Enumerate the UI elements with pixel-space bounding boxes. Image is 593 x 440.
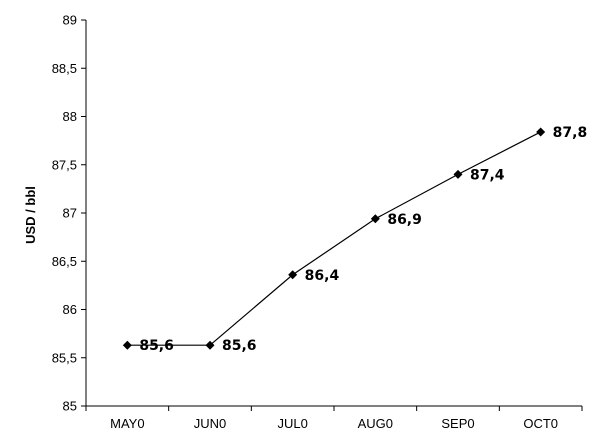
data-label: 85,6 bbox=[139, 338, 174, 354]
x-tick-label: JUL0 bbox=[277, 416, 307, 431]
data-label: 85,6 bbox=[222, 338, 257, 354]
y-tick-label: 88 bbox=[63, 109, 77, 124]
x-tick-label: SEP0 bbox=[441, 416, 474, 431]
data-point-marker bbox=[288, 270, 298, 280]
y-tick-label: 87 bbox=[63, 206, 77, 221]
data-label: 87,8 bbox=[553, 125, 588, 141]
y-tick-label: 85 bbox=[63, 399, 77, 414]
axes: 85 85,5 86 86,5 87 87,5 88 88,5 89 MAY0 JUN0 JUL0 AU… bbox=[52, 13, 583, 431]
data-point-marker bbox=[453, 169, 463, 179]
x-tick-label: OCT0 bbox=[523, 416, 558, 431]
data-point-marker bbox=[370, 214, 380, 224]
y-tick-label: 85,5 bbox=[52, 350, 77, 365]
y-tick-label: 88,5 bbox=[52, 61, 77, 76]
data-label: 86,9 bbox=[387, 212, 422, 228]
data-point-marker bbox=[536, 127, 546, 137]
data-point-marker bbox=[122, 340, 132, 350]
series-layer bbox=[122, 127, 546, 350]
y-tick-label: 87,5 bbox=[52, 157, 77, 172]
x-tick-label: AUG0 bbox=[358, 416, 393, 431]
x-tick-label: JUN0 bbox=[194, 416, 227, 431]
y-tick-label: 89 bbox=[63, 13, 77, 28]
y-tick-label: 86,5 bbox=[52, 254, 77, 269]
data-point-marker bbox=[205, 340, 215, 350]
x-tick-label: MAY0 bbox=[110, 416, 144, 431]
data-label: 87,4 bbox=[470, 167, 505, 183]
data-label: 86,4 bbox=[305, 268, 340, 284]
y-tick-label: 86 bbox=[63, 302, 77, 317]
series-line bbox=[127, 131, 541, 346]
data-labels: 85,6 85,6 86,4 86,9 87,4 87,8 bbox=[139, 125, 587, 354]
y-axis-title: USD / bbl bbox=[23, 186, 38, 244]
